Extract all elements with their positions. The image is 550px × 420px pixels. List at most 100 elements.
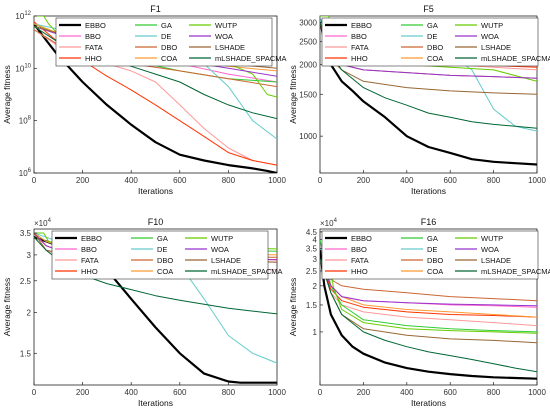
legend-label-mLSHADE_SPACMA: mLSHADE_SPACMA (481, 54, 550, 63)
x-tick-label: 600 (173, 176, 187, 185)
series-line-WOA (320, 258, 537, 307)
legend-label-BBO: BBO (351, 245, 367, 254)
y-tick-label: 3.5 (306, 245, 318, 254)
legend-label-FATA: FATA (351, 256, 369, 265)
legend-box (321, 230, 539, 280)
y-tick-label: 3 (313, 255, 318, 264)
y-exponent-label: ×104 (320, 218, 338, 228)
y-axis-label: Average fitness (288, 65, 298, 123)
y-tick-label: 1.5 (20, 349, 32, 358)
x-tick-label: 800 (222, 176, 236, 185)
y-exponent-label: ×104 (34, 218, 52, 228)
legend-label-WUTP: WUTP (211, 234, 233, 243)
x-tick-label: 0 (32, 388, 37, 397)
legend-label-DBO: DBO (427, 256, 443, 265)
y-tick-label: 1000 (299, 132, 317, 141)
legend-label-BBO: BBO (81, 245, 97, 254)
x-tick-label: 400 (125, 176, 139, 185)
legend-label-EBBO: EBBO (81, 234, 102, 243)
series-line-mLSHADE_SPACMA (320, 22, 537, 129)
chart-F5: 0 200 400 600 800 1000 1000 1500 2000 2500 3000 F5 I… (288, 4, 550, 196)
x-tick-label: 800 (222, 388, 236, 397)
x-tick-label: 200 (357, 176, 371, 185)
y-axis-label: Average fitness (2, 65, 12, 123)
chart-title: F10 (148, 217, 164, 227)
y-tick-label: 2500 (299, 38, 317, 47)
legend-label-GA: GA (427, 234, 438, 243)
legend-label-DBO: DBO (427, 43, 443, 52)
legend: EBBO BBO FATA HHO GA DE DBO COA WUTP WOA LSHADE mLS… (321, 230, 550, 280)
y-tick-label: 1500 (299, 90, 317, 99)
legend-label-WOA: WOA (211, 245, 229, 254)
x-tick-label: 600 (444, 388, 458, 397)
legend-label-WOA: WOA (481, 245, 499, 254)
x-tick-label: 200 (357, 388, 371, 397)
x-axis-label: Iterations (138, 398, 173, 408)
y-axis-label: Average fitness (288, 278, 298, 336)
legend-label-HHO: HHO (351, 267, 368, 276)
legend-label-WUTP: WUTP (481, 21, 503, 30)
chart-title: F5 (423, 4, 434, 14)
legend-label-COA: COA (427, 267, 443, 276)
legend-label-FATA: FATA (81, 256, 99, 265)
y-tick-label: 4.5 (306, 228, 318, 237)
legend-label-BBO: BBO (351, 32, 367, 41)
series-line-HHO (320, 258, 537, 318)
legend-label-mLSHADE_SPACMA: mLSHADE_SPACMA (481, 267, 550, 276)
legend-box (51, 230, 269, 280)
legend: EBBO BBO FATA HHO GA DE DBO COA WUTP WOA LSHADE mLS… (51, 230, 283, 280)
x-tick-label: 800 (487, 388, 501, 397)
series-line-mLSHADE_SPACMA (320, 258, 537, 373)
legend-label-HHO: HHO (351, 54, 368, 63)
legend-label-COA: COA (157, 267, 173, 276)
legend-label-EBBO: EBBO (85, 21, 106, 30)
legend-label-DBO: DBO (161, 43, 177, 52)
x-tick-label: 400 (400, 388, 414, 397)
y-tick-label: 3.5 (20, 229, 32, 238)
legend-label-EBBO: EBBO (351, 234, 372, 243)
legend-label-FATA: FATA (85, 43, 103, 52)
y-tick-label: 3 (27, 251, 32, 260)
legend-label-LSHADE: LSHADE (481, 256, 511, 265)
legend-label-DBO: DBO (157, 256, 173, 265)
y-tick-label: 1 (313, 328, 318, 337)
legend-label-GA: GA (157, 234, 168, 243)
series-line-GA (320, 239, 537, 333)
legend-label-LSHADE: LSHADE (211, 256, 241, 265)
legend: EBBO BBO FATA HHO GA DE DBO COA WUTP WOA LSHADE mLS… (321, 17, 550, 67)
legend-label-mLSHADE_SPACMA: mLSHADE_SPACMA (211, 267, 283, 276)
x-tick-label: 0 (32, 176, 37, 185)
legend-label-COA: COA (161, 54, 177, 63)
y-tick-label: 1012 (15, 11, 31, 21)
y-tick-label: 4 (313, 236, 318, 245)
y-tick-label: 108 (19, 116, 32, 126)
x-tick-label: 200 (76, 388, 90, 397)
x-axis-label: Iterations (138, 186, 173, 196)
y-tick-label: 1.5 (306, 301, 318, 310)
legend-label-mLSHADE_SPACMA: mLSHADE_SPACMA (215, 54, 287, 63)
legend: EBBO BBO FATA HHO GA DE DBO COA WUTP WOA LSHADE mLS… (55, 17, 287, 67)
x-tick-label: 1000 (268, 388, 286, 397)
x-tick-label: 0 (318, 388, 323, 397)
legend-label-LSHADE: LSHADE (215, 43, 245, 52)
legend-label-GA: GA (427, 21, 438, 30)
x-axis-label: Iterations (411, 398, 446, 408)
y-tick-label: 2000 (299, 61, 317, 70)
series-line-EBBO (320, 248, 537, 380)
legend-label-WUTP: WUTP (215, 21, 237, 30)
x-tick-label: 400 (125, 388, 139, 397)
x-tick-label: 600 (444, 176, 458, 185)
legend-label-EBBO: EBBO (351, 21, 372, 30)
legend-label-GA: GA (161, 21, 172, 30)
legend-label-HHO: HHO (81, 267, 98, 276)
y-tick-label: 2 (313, 282, 318, 291)
legend-label-WUTP: WUTP (481, 234, 503, 243)
chart-title: F16 (421, 217, 437, 227)
y-axis-label: Average fitness (2, 278, 12, 336)
x-axis-label: Iterations (411, 186, 446, 196)
x-tick-label: 1000 (528, 176, 546, 185)
legend-label-WOA: WOA (481, 32, 499, 41)
legend-label-LSHADE: LSHADE (481, 43, 511, 52)
